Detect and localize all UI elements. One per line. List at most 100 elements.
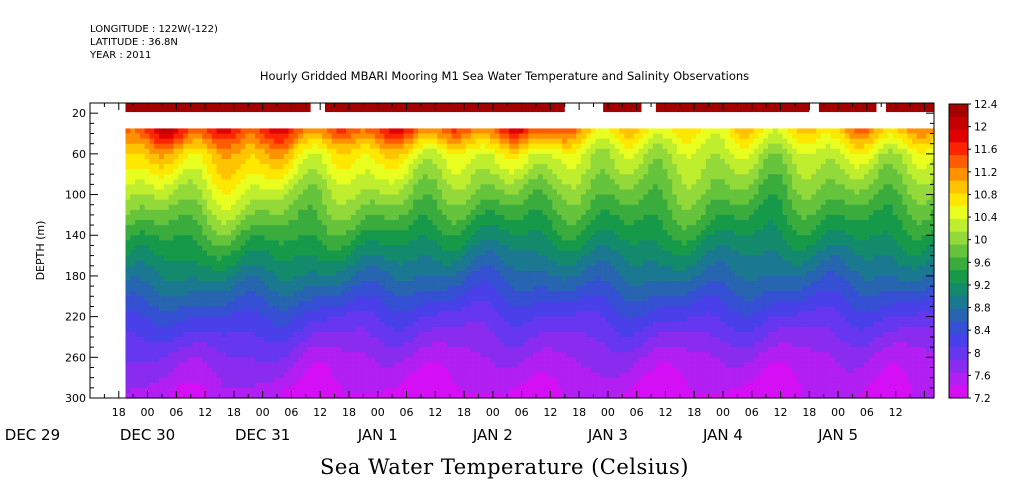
heatmap-cell xyxy=(197,133,203,140)
heatmap-cell xyxy=(389,342,395,348)
heatmap-cell xyxy=(518,138,525,145)
heatmap-cell xyxy=(331,158,338,165)
heatmap-cell xyxy=(518,311,525,318)
heatmap-cell xyxy=(437,291,443,297)
heatmap-cell xyxy=(374,352,381,358)
heatmap-cell xyxy=(202,347,208,353)
heatmap-cell xyxy=(135,281,141,287)
heatmap-cell xyxy=(254,204,261,211)
heatmap-cell xyxy=(192,367,199,374)
heatmap-cell xyxy=(480,296,486,302)
heatmap-cell xyxy=(130,164,136,170)
heatmap-cell xyxy=(499,169,505,175)
heatmap-cell xyxy=(149,377,155,384)
heatmap-cell xyxy=(317,336,323,343)
heatmap-cell xyxy=(192,128,199,135)
heatmap-cell xyxy=(163,240,170,247)
heatmap-cell xyxy=(346,260,352,267)
heatmap-cell xyxy=(211,331,218,338)
heatmap-cell xyxy=(441,357,448,363)
heatmap-cell xyxy=(125,281,131,287)
heatmap-cell xyxy=(230,347,237,353)
heatmap-cell xyxy=(557,372,563,379)
heatmap-cell xyxy=(135,158,141,165)
heatmap-cell xyxy=(465,367,472,374)
heatmap-cell xyxy=(288,352,294,358)
heatmap-cell xyxy=(427,275,433,282)
heatmap-cell xyxy=(144,219,151,226)
heatmap-cell xyxy=(542,138,549,145)
heatmap-cell xyxy=(283,158,290,165)
heatmap-cell xyxy=(379,199,386,206)
heatmap-cell xyxy=(168,169,175,175)
heatmap-cell xyxy=(547,153,553,160)
heatmap-cell xyxy=(125,199,131,206)
heatmap-cell xyxy=(173,138,179,145)
heatmap-cell xyxy=(518,255,525,262)
heatmap-cell xyxy=(302,153,309,160)
heatmap-cell xyxy=(533,143,539,150)
heatmap-cell xyxy=(183,362,189,369)
heatmap-cell xyxy=(499,230,505,236)
heatmap-cell xyxy=(283,362,290,369)
heatmap-cell xyxy=(552,281,558,287)
heatmap-cell xyxy=(163,296,170,302)
heatmap-cell xyxy=(183,265,189,272)
heatmap-cell xyxy=(144,352,151,358)
heatmap-cell xyxy=(528,377,534,384)
heatmap-cell xyxy=(418,387,424,394)
heatmap-cell xyxy=(269,387,275,394)
heatmap-cell xyxy=(355,352,362,358)
heatmap-cell xyxy=(422,133,429,140)
heatmap-cell xyxy=(456,362,462,369)
heatmap-cell xyxy=(499,164,505,170)
heatmap-cell xyxy=(523,194,529,201)
heatmap-cell xyxy=(499,260,505,267)
heatmap-cell xyxy=(451,336,457,343)
heatmap-cell xyxy=(465,250,472,257)
heatmap-cell xyxy=(230,128,237,135)
heatmap-cell xyxy=(418,296,424,302)
heatmap-cell xyxy=(173,296,179,302)
heatmap-cell xyxy=(403,240,410,247)
heatmap-cell xyxy=(370,372,376,379)
heatmap-cell xyxy=(135,250,141,257)
heatmap-cell xyxy=(125,306,131,313)
heatmap-cell xyxy=(274,219,280,226)
heatmap-cell xyxy=(374,240,381,247)
heatmap-cell xyxy=(571,199,577,206)
heatmap-cell xyxy=(427,342,433,348)
heatmap-cell xyxy=(465,260,472,267)
heatmap-cell xyxy=(302,362,309,369)
heatmap-cell xyxy=(557,377,563,384)
heatmap-cell xyxy=(211,326,218,333)
heatmap-cell xyxy=(561,357,568,363)
heatmap-cell xyxy=(211,158,218,165)
heatmap-cell xyxy=(370,245,376,252)
heatmap-cell xyxy=(211,143,218,150)
heatmap-cell xyxy=(365,331,371,338)
heatmap-cell xyxy=(528,209,534,216)
heatmap-cell xyxy=(298,184,304,191)
heatmap-cell xyxy=(173,250,179,257)
heatmap-cell xyxy=(259,245,266,252)
heatmap-cell xyxy=(552,301,558,308)
heatmap-cell xyxy=(259,326,266,333)
heatmap-cell xyxy=(566,260,573,267)
heatmap-cell xyxy=(197,342,203,348)
heatmap-cell xyxy=(341,235,347,241)
heatmap-cell xyxy=(571,321,577,328)
heatmap-cell xyxy=(432,153,438,160)
heatmap-cell xyxy=(504,133,510,140)
heatmap-cell xyxy=(288,143,294,150)
heatmap-cell xyxy=(557,286,563,292)
heatmap-cell xyxy=(557,387,563,394)
heatmap-cell xyxy=(509,372,515,379)
heatmap-cell xyxy=(480,331,486,338)
heatmap-cell xyxy=(513,250,520,257)
heatmap-cell xyxy=(293,169,299,175)
heatmap-cell xyxy=(211,357,218,363)
heatmap-cell xyxy=(542,153,549,160)
heatmap-cell xyxy=(461,133,467,140)
heatmap-cell xyxy=(259,153,266,160)
